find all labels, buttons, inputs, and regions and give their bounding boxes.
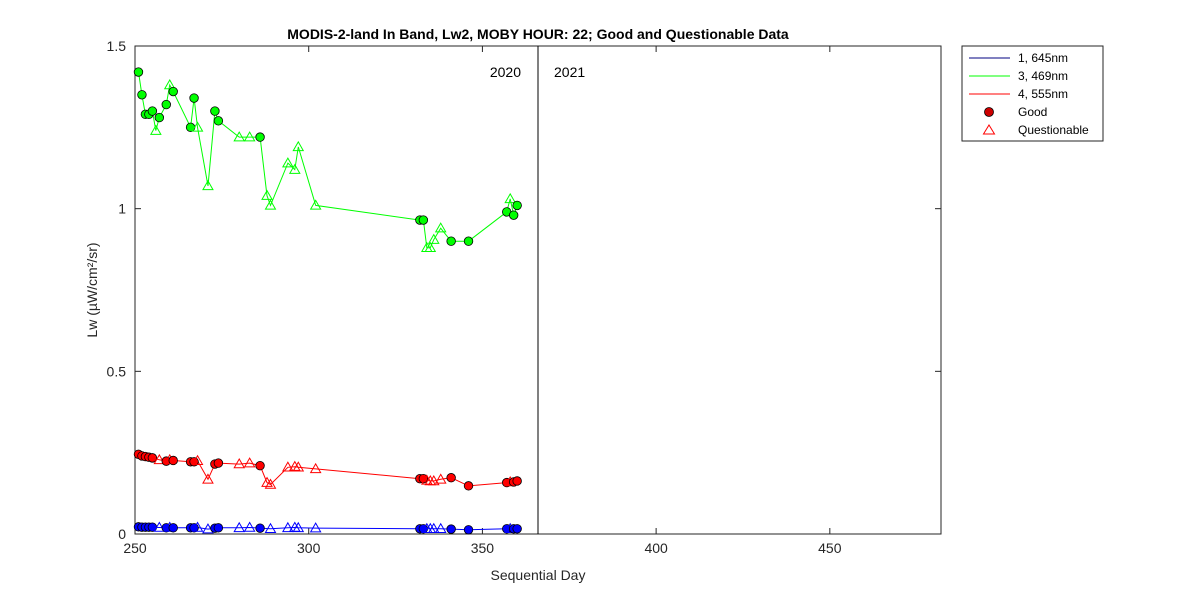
data-point-good [255, 460, 265, 471]
data-point-questionable [282, 521, 294, 533]
data-point-good [446, 473, 456, 483]
data-point-good [512, 476, 522, 486]
year-label-2020: 2020 [490, 64, 521, 80]
data-point-questionable [292, 140, 305, 152]
data-point-questionable [309, 462, 322, 474]
data-point-good [185, 122, 196, 133]
series-layer [133, 67, 522, 535]
data-point-questionable [243, 131, 256, 142]
legend-marker-good [984, 107, 994, 117]
data-point-good [161, 99, 171, 110]
data-point-questionable [434, 222, 447, 233]
data-point-good [446, 236, 456, 246]
data-point-questionable [191, 521, 204, 532]
data-point-questionable [264, 478, 277, 489]
data-point-questionable [243, 457, 256, 468]
data-point-good [213, 116, 224, 126]
legend-label-469: 3, 469nm [1018, 69, 1068, 83]
data-point-good [147, 106, 158, 116]
data-point-questionable [292, 461, 305, 472]
data-point-questionable [233, 458, 246, 469]
y-tick-label: 0 [118, 526, 126, 542]
data-point-good [255, 523, 265, 533]
chart-title: MODIS-2-land In Band, Lw2, MOBY HOUR: 22… [287, 26, 789, 42]
y-axis-label: Lw (µW/cm²/sr) [84, 242, 100, 337]
data-point-questionable [420, 474, 433, 485]
data-point-questionable [191, 121, 204, 132]
data-point-good [463, 481, 474, 491]
x-tick-label: 350 [471, 540, 495, 556]
y-tick-label: 1.5 [107, 38, 127, 54]
series-0 [133, 521, 522, 535]
data-point-good [213, 523, 224, 533]
data-point-questionable [261, 189, 273, 200]
data-point-good [463, 236, 474, 246]
x-tick-label: 450 [818, 540, 842, 556]
data-point-good [154, 112, 165, 123]
data-point-good [168, 455, 178, 466]
y-tick-label: 0.5 [107, 363, 127, 379]
y-tick-label: 1 [118, 201, 126, 217]
data-point-good [512, 200, 522, 211]
data-point-good [255, 132, 265, 142]
data-point-good [446, 524, 456, 534]
x-tick-label: 400 [644, 540, 668, 556]
data-point-good [463, 525, 474, 535]
data-point-good [147, 453, 158, 463]
data-point-questionable [434, 522, 447, 534]
data-point-questionable [427, 474, 440, 486]
data-point-questionable [427, 233, 440, 244]
data-point-good [137, 90, 147, 100]
data-point-questionable [233, 131, 246, 142]
legend-label-555: 4, 555nm [1018, 87, 1068, 101]
data-point-questionable [264, 199, 277, 210]
data-point-good [210, 106, 220, 116]
legend-marker-questionable [982, 124, 996, 135]
data-point-questionable [153, 453, 166, 465]
data-point-good [189, 93, 199, 103]
data-point-good [512, 524, 522, 534]
data-point-questionable [288, 163, 301, 174]
data-point-good [418, 473, 429, 484]
x-tick-label: 300 [297, 540, 321, 556]
data-point-good [133, 67, 144, 77]
data-point-good [508, 210, 519, 220]
data-point-questionable [309, 199, 322, 210]
data-point-questionable [282, 461, 294, 472]
legend-label-645: 1, 645nm [1018, 51, 1068, 65]
legend-label-questionable: Questionable [1018, 123, 1089, 137]
data-point-questionable [202, 179, 214, 191]
x-tick-label: 250 [123, 540, 147, 556]
x-axis-label: Sequential Day [491, 567, 586, 583]
data-point-questionable [309, 522, 322, 533]
data-point-questionable [504, 192, 517, 204]
data-point-good [168, 523, 178, 533]
series-1 [133, 67, 522, 252]
data-point-questionable [233, 521, 246, 533]
data-point-good [168, 86, 178, 97]
data-point-questionable [264, 522, 277, 534]
data-point-questionable [202, 473, 214, 484]
data-point-questionable [424, 241, 437, 252]
data-point-questionable [282, 157, 294, 168]
data-point-good [418, 215, 429, 225]
data-point-questionable [149, 124, 162, 135]
data-point-questionable [288, 460, 301, 471]
data-point-good [418, 524, 429, 534]
data-point-questionable [191, 454, 204, 466]
data-point-questionable [427, 522, 440, 534]
data-point-good [213, 458, 224, 468]
data-point-questionable [292, 521, 305, 533]
series-2 [133, 449, 522, 491]
data-point-questionable [434, 473, 447, 484]
legend: 1, 645nm 3, 469nm 4, 555nm Good Question… [961, 45, 1104, 142]
legend-label-good: Good [1018, 105, 1047, 119]
year-label-2021: 2021 [554, 64, 585, 80]
data-point-questionable [243, 521, 256, 532]
